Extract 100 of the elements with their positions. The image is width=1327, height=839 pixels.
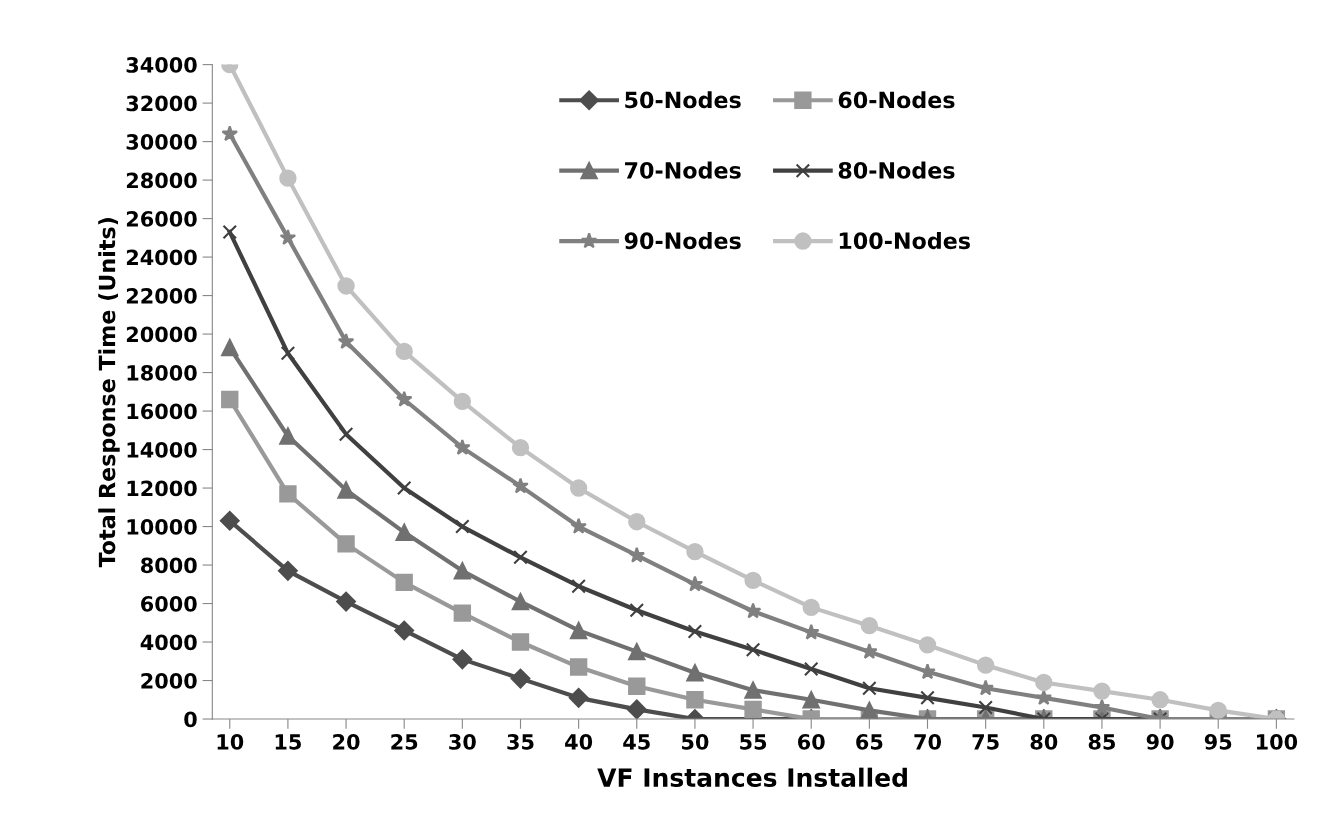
point xyxy=(568,687,589,708)
legend-label: 50-Nodes xyxy=(625,91,741,109)
point xyxy=(452,649,473,670)
point xyxy=(396,480,412,496)
point xyxy=(1093,682,1111,700)
point xyxy=(629,602,645,618)
point xyxy=(744,681,762,699)
point xyxy=(455,519,470,534)
x-tick-label: 20 xyxy=(333,733,360,750)
x-tick-label: 40 xyxy=(565,733,593,750)
y-tick-label: 30000 xyxy=(126,134,197,150)
point xyxy=(278,560,298,581)
point xyxy=(395,390,413,407)
y-tick-label: 6000 xyxy=(141,595,197,612)
point xyxy=(628,642,646,661)
legend-label: 80-Nodes xyxy=(838,161,955,179)
point xyxy=(862,680,877,696)
point xyxy=(977,679,994,696)
y-tick-label: 8000 xyxy=(141,557,197,574)
x-tick-label: 50 xyxy=(682,733,709,750)
point xyxy=(336,591,356,612)
point xyxy=(919,663,936,680)
point xyxy=(976,656,995,674)
y-tick-label: 26000 xyxy=(126,211,197,227)
y-tick-label: 0 xyxy=(184,711,197,728)
point xyxy=(744,602,762,619)
point xyxy=(512,477,529,494)
point xyxy=(280,346,296,361)
point xyxy=(1209,701,1227,720)
point xyxy=(744,700,762,719)
y-tick-label: 34000 xyxy=(126,57,197,73)
x-tick-label: 30 xyxy=(449,733,476,750)
point xyxy=(394,620,415,641)
y-tick-label: 20000 xyxy=(126,326,197,343)
point xyxy=(511,438,530,457)
point xyxy=(510,668,531,689)
point xyxy=(687,624,703,639)
point xyxy=(628,677,646,695)
x-tick-label: 80 xyxy=(1030,733,1058,750)
x-tick-label: 75 xyxy=(972,734,999,750)
point xyxy=(221,390,239,409)
y-tick-label: 18000 xyxy=(127,365,197,381)
x-tick-label: 45 xyxy=(623,734,650,750)
point xyxy=(395,523,413,541)
point xyxy=(628,513,646,531)
point xyxy=(279,485,297,503)
point xyxy=(279,229,297,246)
point xyxy=(686,542,704,561)
point xyxy=(1093,698,1111,715)
point xyxy=(686,575,704,592)
point xyxy=(920,690,935,706)
y-tick-label: 2000 xyxy=(141,672,197,689)
point xyxy=(511,592,530,611)
x-tick-label: 85 xyxy=(1088,733,1115,750)
point xyxy=(219,510,240,531)
point xyxy=(978,700,993,715)
point xyxy=(337,277,355,295)
point xyxy=(221,338,239,357)
point xyxy=(1151,691,1169,709)
x-tick-label: 55 xyxy=(740,734,767,750)
point xyxy=(569,621,588,640)
point xyxy=(571,578,586,594)
point xyxy=(454,438,471,455)
point xyxy=(337,481,355,499)
x-tick-label: 60 xyxy=(798,733,825,750)
point xyxy=(686,664,704,682)
y-tick-label: 12000 xyxy=(127,480,197,497)
point xyxy=(337,333,355,349)
x-tick-label: 65 xyxy=(856,733,883,750)
x-tick-label: 70 xyxy=(914,733,942,750)
point xyxy=(918,636,937,654)
point xyxy=(744,571,762,590)
point xyxy=(279,169,297,187)
point xyxy=(395,573,413,592)
y-tick-label: 4000 xyxy=(140,634,197,651)
point xyxy=(222,224,238,240)
y-tick-label: 16000 xyxy=(127,403,197,420)
point xyxy=(1035,689,1053,706)
x-tick-label: 90 xyxy=(1146,733,1174,750)
point xyxy=(513,550,528,565)
point xyxy=(395,342,413,361)
x-tick-label: 35 xyxy=(507,733,534,750)
point xyxy=(221,125,239,142)
legend-label: 60-Nodes xyxy=(838,91,955,109)
y-tick-label: 14000 xyxy=(127,442,197,458)
y-tick-label: 24000 xyxy=(126,249,197,266)
point xyxy=(626,699,647,720)
legend-label: 70-Nodes xyxy=(625,161,741,179)
point xyxy=(1035,673,1053,692)
point xyxy=(802,691,820,709)
x-tick-label: 15 xyxy=(275,734,301,750)
point xyxy=(337,535,355,553)
point xyxy=(338,426,354,442)
point xyxy=(279,427,297,445)
point xyxy=(453,604,472,622)
point xyxy=(628,546,646,563)
point xyxy=(860,616,879,635)
y-tick-label: 32000 xyxy=(126,95,197,112)
x-axis-title: VF Instances Installed xyxy=(597,767,907,788)
x-tick-label: 100 xyxy=(1256,733,1298,750)
